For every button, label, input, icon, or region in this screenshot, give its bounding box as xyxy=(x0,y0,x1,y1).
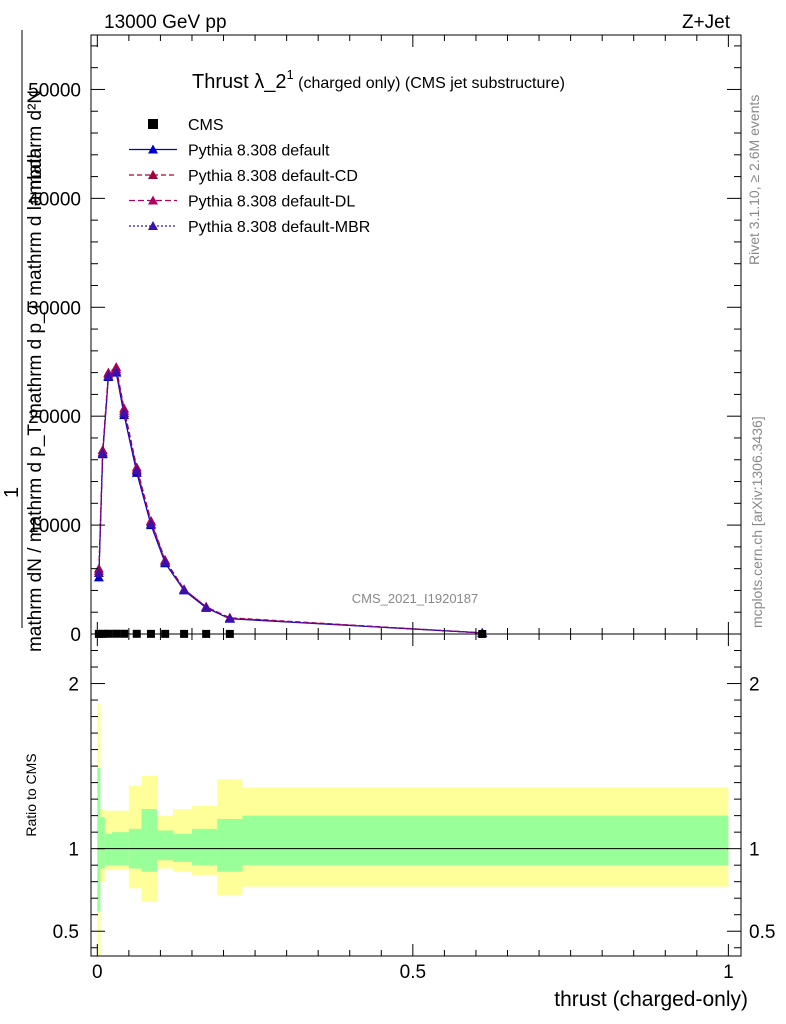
ratio-band-green xyxy=(173,833,192,862)
series-3-point xyxy=(111,366,122,376)
legend-marker-3 xyxy=(148,221,158,230)
series-3-point xyxy=(131,465,142,475)
ratio-tick-label: 2 xyxy=(68,675,79,696)
ratio-plot-frame xyxy=(90,633,742,957)
ratio-band-green xyxy=(100,817,105,869)
ratio-band-green xyxy=(104,833,112,866)
legend-marker-1 xyxy=(148,170,158,179)
cms-data-point xyxy=(112,629,121,638)
cms-data-point xyxy=(225,629,234,638)
legend-label: Pythia 8.308 default-MBR xyxy=(188,219,370,236)
ylabel-denominator: mathrm dN / mathrm d p_T mathrm d p_T ma… xyxy=(25,148,46,652)
ratio-uncertainty-bands xyxy=(97,703,729,956)
ylabel-top: 1 xyxy=(1,487,23,498)
y-tick-label: 30000 xyxy=(28,298,81,319)
series-3-point xyxy=(160,557,171,567)
cms-data-point xyxy=(120,629,129,638)
ratio-tick-label: 1 xyxy=(68,840,79,861)
header-left: 13000 GeV pp xyxy=(104,12,227,33)
legend-label: Pythia 8.308 default xyxy=(188,143,330,160)
rivet-label: Rivet 3.1.10, ≥ 2.6M events xyxy=(746,95,762,265)
series-3-point xyxy=(201,602,212,612)
ratio-ylabel: Ratio to CMS xyxy=(23,753,39,836)
chart-title-main: Thrust λ_2 xyxy=(192,71,286,93)
series-3-point xyxy=(145,519,156,529)
chart-title: Thrust λ_21 (charged only) (CMS jet subs… xyxy=(192,67,565,93)
ratio-tick-label-right: 2 xyxy=(749,675,760,696)
ratio-band-green xyxy=(141,809,158,872)
cms-data-point xyxy=(180,629,189,638)
cms-data-point xyxy=(146,629,155,638)
legend-label: Pythia 8.308 default-CD xyxy=(188,168,358,185)
series-3-point xyxy=(97,448,108,458)
y-tick-label: 40000 xyxy=(28,189,81,210)
series-3-point xyxy=(103,370,114,380)
cms-data-point xyxy=(478,629,487,638)
chart-title-rest: (charged only) (CMS jet substructure) xyxy=(294,75,565,92)
plot-frames xyxy=(90,34,742,957)
y-tick-label: 20000 xyxy=(28,407,81,428)
series-3-point xyxy=(119,407,130,417)
ratio-band-green xyxy=(191,828,218,866)
series-3-point xyxy=(93,568,104,578)
legend-marker-2 xyxy=(148,195,158,205)
cms-data-point xyxy=(161,629,170,638)
cms-data-point xyxy=(202,629,211,638)
ratio-tick-label: 0.5 xyxy=(53,922,79,943)
mcplots-label: mcplots.cern.ch [arXiv:1306.3436] xyxy=(749,416,765,628)
legend-label: CMS xyxy=(188,117,224,134)
series-3-point xyxy=(224,613,235,623)
y-tick-label: 50000 xyxy=(28,80,81,101)
cms-data-point xyxy=(104,629,113,638)
x-tick-label: 0 xyxy=(92,962,103,983)
legend-label: Pythia 8.308 default-DL xyxy=(188,194,355,211)
ratio-tick-label-right: 1 xyxy=(749,840,760,861)
header-right: Z+Jet xyxy=(682,12,731,33)
analysis-watermark: CMS_2021_I1920187 xyxy=(352,591,479,606)
ratio-band-green xyxy=(242,815,729,866)
y-tick-label: 10000 xyxy=(28,516,81,537)
y-tick-label: 0 xyxy=(70,625,81,646)
series-3-point xyxy=(179,584,190,594)
chart-title-sup: 1 xyxy=(286,67,293,82)
ratio-tick-label-right: 0.5 xyxy=(749,922,775,943)
ratio-band-green xyxy=(97,767,101,912)
x-tick-label: 0.5 xyxy=(400,962,426,983)
legend: CMS Pythia 8.308 default Pythia 8.308 defa… xyxy=(129,117,370,236)
legend-marker-cms xyxy=(148,119,158,129)
legend-marker-0 xyxy=(148,144,158,154)
axis-ticks: 0 0.5 1 0 10000 20000 30000 40000 50000 0.5 0.5 1 1 2… xyxy=(28,35,775,983)
series-line-3 xyxy=(98,370,483,634)
ratio-band-green xyxy=(217,818,243,872)
ratio-band-green xyxy=(157,830,174,861)
xlabel: thrust (charged-only) xyxy=(554,988,748,1011)
cms-data-point xyxy=(132,629,141,638)
x-tick-label: 1 xyxy=(723,962,734,983)
ylabel-numerator: mathrm d²N xyxy=(25,90,46,190)
